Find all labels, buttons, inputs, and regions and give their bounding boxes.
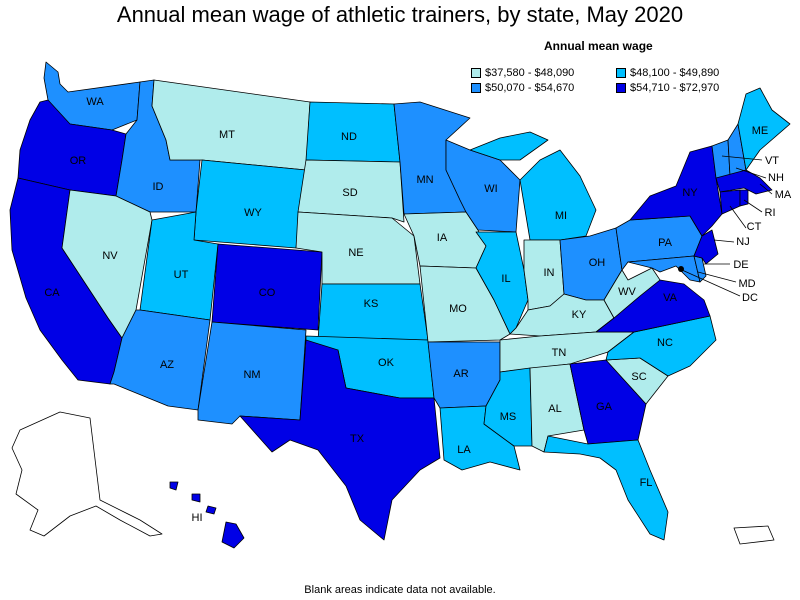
label-hi: HI bbox=[192, 512, 203, 524]
footnote: Blank areas indicate data not available. bbox=[304, 584, 496, 596]
label-mn: MN bbox=[416, 174, 433, 186]
dc-marker[interactable] bbox=[678, 266, 684, 272]
label-oh: OH bbox=[589, 257, 606, 269]
legend-swatch-tier1 bbox=[471, 68, 481, 78]
state-ct[interactable] bbox=[719, 189, 741, 215]
label-nh: NH bbox=[768, 172, 784, 184]
label-de: DE bbox=[733, 259, 748, 271]
state-hi-oahu[interactable] bbox=[191, 493, 201, 503]
state-ri[interactable] bbox=[739, 189, 749, 207]
label-ct: CT bbox=[747, 221, 762, 233]
state-az[interactable] bbox=[109, 309, 211, 411]
label-ri: RI bbox=[765, 207, 776, 219]
state-hi-big[interactable] bbox=[221, 521, 245, 549]
label-sc: SC bbox=[631, 371, 646, 383]
label-vt: VT bbox=[765, 155, 779, 167]
label-in: IN bbox=[544, 267, 555, 279]
state-wv[interactable] bbox=[603, 267, 661, 319]
label-ne: NE bbox=[348, 247, 363, 259]
label-dc: DC bbox=[742, 292, 758, 304]
state-mt[interactable] bbox=[151, 79, 311, 171]
label-va: VA bbox=[663, 292, 678, 304]
label-ar: AR bbox=[453, 368, 468, 380]
label-ky: KY bbox=[572, 309, 587, 321]
label-mt: MT bbox=[219, 129, 235, 141]
legend-item-tier1: $37,580 - $48,090 bbox=[471, 67, 574, 79]
state-nm[interactable] bbox=[197, 321, 307, 425]
legend-swatch-tier3 bbox=[471, 83, 481, 93]
label-tn: TN bbox=[552, 347, 567, 359]
state-fl[interactable] bbox=[543, 435, 669, 541]
state-tx[interactable] bbox=[239, 339, 441, 541]
legend-item-tier4: $54,710 - $72,970 bbox=[616, 82, 719, 94]
label-mi: MI bbox=[555, 210, 567, 222]
label-leader-lines bbox=[681, 155, 773, 297]
label-me: ME bbox=[752, 125, 769, 137]
state-hi-kauai[interactable] bbox=[169, 481, 179, 491]
label-md: MD bbox=[738, 278, 755, 290]
label-ma: MA bbox=[775, 189, 792, 201]
legend-swatch-tier4 bbox=[616, 83, 626, 93]
legend-label-tier1: $37,580 - $48,090 bbox=[485, 67, 575, 79]
label-ok: OK bbox=[378, 357, 395, 369]
label-ia: IA bbox=[437, 232, 448, 244]
label-wv: WV bbox=[618, 286, 636, 298]
label-la: LA bbox=[457, 444, 471, 456]
label-pa: PA bbox=[658, 237, 673, 249]
legend-title: Annual mean wage bbox=[544, 39, 653, 53]
legend-label-tier3: $50,070 - $54,670 bbox=[485, 82, 575, 94]
state-ks[interactable] bbox=[317, 283, 429, 341]
label-tx: TX bbox=[350, 433, 365, 445]
label-al: AL bbox=[548, 403, 561, 415]
legend-swatch-tier2 bbox=[616, 68, 626, 78]
map-title: Annual mean wage of athletic trainers, b… bbox=[116, 2, 684, 27]
state-hi-maui[interactable] bbox=[205, 505, 217, 515]
state-wy[interactable] bbox=[193, 159, 307, 249]
legend-label-tier2: $48,100 - $49,890 bbox=[630, 67, 720, 79]
label-ks: KS bbox=[364, 298, 379, 310]
label-nv: NV bbox=[102, 250, 118, 262]
state-mi-up[interactable] bbox=[469, 131, 549, 161]
label-nc: NC bbox=[657, 337, 673, 349]
legend-item-tier3: $50,070 - $54,670 bbox=[471, 82, 574, 94]
label-co: CO bbox=[259, 287, 276, 299]
label-mo: MO bbox=[449, 303, 467, 315]
label-fl: FL bbox=[640, 477, 653, 489]
label-wa: WA bbox=[86, 96, 104, 108]
label-or: OR bbox=[70, 155, 87, 167]
label-il: IL bbox=[501, 273, 510, 285]
label-ga: GA bbox=[596, 401, 613, 413]
legend-item-tier2: $48,100 - $49,890 bbox=[616, 67, 719, 79]
label-ms: MS bbox=[500, 411, 517, 423]
label-az: AZ bbox=[160, 359, 174, 371]
territory-pr[interactable] bbox=[733, 525, 775, 545]
label-wy: WY bbox=[244, 207, 262, 219]
label-ny: NY bbox=[682, 187, 698, 199]
label-id: ID bbox=[153, 181, 164, 193]
legend-label-tier4: $54,710 - $72,970 bbox=[630, 82, 720, 94]
label-nj: NJ bbox=[736, 236, 749, 248]
state-ak[interactable] bbox=[11, 411, 163, 537]
state-sd[interactable] bbox=[297, 159, 405, 223]
state-me[interactable] bbox=[737, 87, 791, 171]
label-nd: ND bbox=[341, 131, 357, 143]
state-co[interactable] bbox=[211, 243, 323, 331]
state-mi[interactable] bbox=[519, 149, 597, 241]
state-wa[interactable] bbox=[43, 61, 141, 131]
label-ut: UT bbox=[174, 269, 189, 281]
label-nm: NM bbox=[243, 369, 260, 381]
label-ca: CA bbox=[44, 287, 60, 299]
label-sd: SD bbox=[342, 187, 357, 199]
label-wi: WI bbox=[484, 183, 497, 195]
